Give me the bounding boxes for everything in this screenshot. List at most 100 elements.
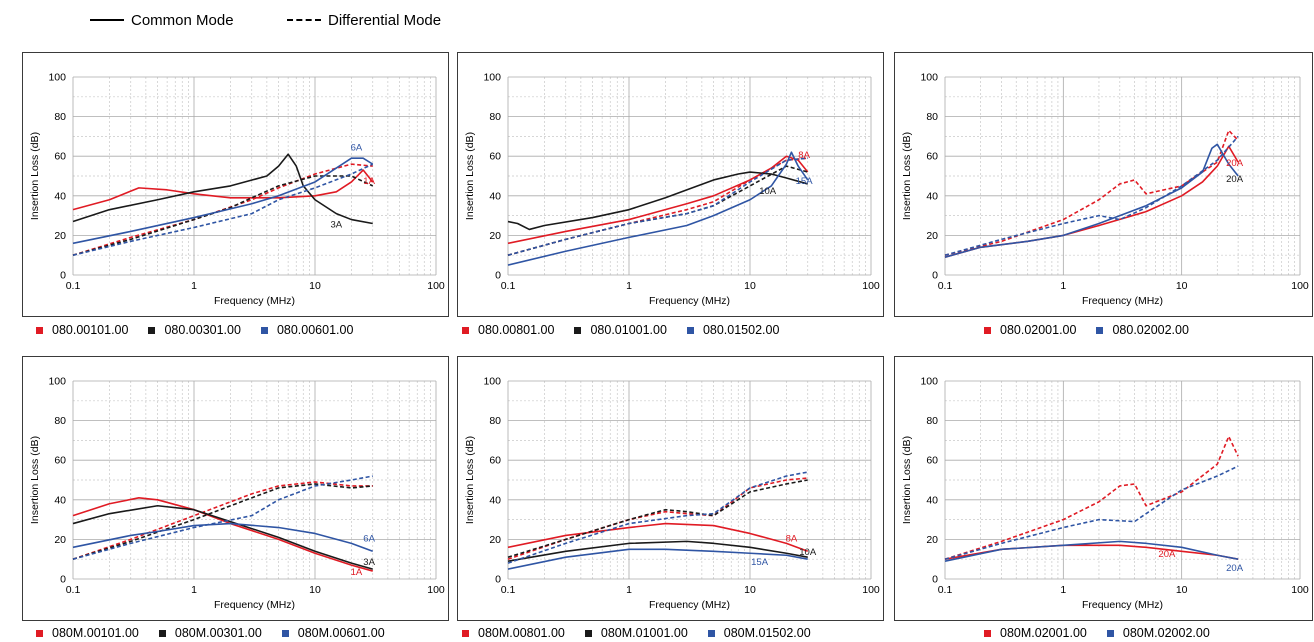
chart-svg: 0.1 1 10 100 0 20 40 60 80 100 Frequency (MHz) Inse… (464, 72, 880, 308)
x-tick-label: 100 (1291, 584, 1309, 596)
legend-label: 080M.01502.00 (723, 626, 811, 640)
legend-swatch-icon (686, 326, 694, 334)
current-rating-label: 15A (751, 557, 769, 568)
y-axis-label: Insertion Loss (dB) (901, 132, 913, 220)
legend-entry: 080.01001.00 (574, 323, 667, 337)
x-axis-label: Frequency (MHz) (649, 599, 730, 611)
x-tick-label: 1 (191, 280, 197, 292)
chart-panel-2: 0.1 1 10 100 0 20 40 60 80 100 Frequency (MHz) Inse… (457, 52, 884, 317)
y-tick-label: 0 (932, 574, 938, 586)
x-tick-label: 100 (862, 584, 880, 596)
current-rating-label: 6A (363, 533, 375, 544)
series-line-common (72, 504, 373, 570)
common-mode-legend-entry: Common Mode (90, 8, 234, 32)
current-rating-label: 8A (786, 533, 798, 544)
legend-label: 080.00301.00 (164, 323, 241, 337)
current-rating-label: 1A (351, 567, 363, 578)
legend-entry: 080M.01502.00 (707, 626, 811, 640)
y-tick-label: 0 (932, 270, 938, 282)
legend-swatch-icon (707, 629, 715, 637)
legend-swatch-icon (260, 326, 268, 334)
series-line-differential (507, 157, 808, 256)
series-line-common (507, 522, 809, 553)
chart-panel-1: 0.1 1 10 100 0 20 40 60 80 100 Frequency (MHz) Inse… (22, 52, 449, 317)
y-axis-label: Insertion Loss (dB) (29, 132, 41, 220)
y-tick-label: 20 (489, 534, 501, 546)
y-axis-label: Insertion Loss (dB) (464, 132, 476, 220)
y-tick-label: 100 (483, 72, 501, 84)
y-tick-label: 80 (489, 111, 501, 123)
legend-entry: 080.00301.00 (148, 323, 241, 337)
series-line-differential (72, 175, 374, 256)
series-line-common (72, 153, 373, 225)
x-tick-label: 0.1 (938, 584, 953, 596)
x-tick-label: 1 (626, 280, 632, 292)
legend-label: 080.01502.00 (702, 323, 780, 337)
x-tick-label: 10 (744, 584, 756, 596)
legend-swatch-icon (36, 629, 43, 637)
y-axis-label: Insertion Loss (dB) (901, 436, 913, 524)
legend-label: 080.00801.00 (478, 323, 555, 337)
series-line-common (507, 171, 808, 231)
series-line-differential (507, 471, 808, 564)
legend-swatch-icon (158, 629, 166, 637)
series-line-common (507, 548, 808, 570)
series-line-differential (507, 165, 808, 256)
grid (507, 76, 872, 276)
series-group (507, 471, 809, 570)
series-line-differential (944, 435, 1239, 560)
current-rating-label: 3A (330, 219, 342, 230)
x-axis-label: Frequency (MHz) (214, 295, 295, 307)
x-tick-label: 10 (1176, 584, 1188, 596)
legend-label: 080.02001.00 (1000, 323, 1077, 337)
x-tick-label: 1 (1060, 280, 1066, 292)
x-tick-label: 10 (309, 280, 321, 292)
x-axis-label: Frequency (MHz) (214, 599, 295, 611)
legend-label: 080M.00801.00 (478, 626, 565, 640)
legend-entry: 080.00801.00 (462, 323, 554, 337)
series-line-differential (944, 465, 1239, 560)
grid (944, 380, 1301, 580)
legend-label: 080M.00601.00 (297, 626, 385, 640)
series-line-differential (507, 479, 808, 558)
legend-swatch-icon (1106, 629, 1114, 637)
common-mode-label: Common Mode (131, 11, 234, 29)
series-line-differential (72, 481, 373, 560)
legend-entry: 080M.02002.00 (1106, 626, 1210, 640)
x-tick-label: 1 (191, 584, 197, 596)
y-tick-label: 60 (489, 455, 501, 467)
y-tick-label: 100 (483, 376, 501, 388)
series-line-differential (944, 129, 1239, 256)
legend-entry: 080M.00101.00 (36, 626, 139, 640)
current-rating-label: 1A (363, 176, 375, 187)
current-rating-label: 20A (1158, 549, 1176, 560)
y-tick-label: 20 (54, 230, 66, 242)
current-rating-label: 20A (1226, 158, 1244, 169)
legend-entry: 080.02001.00 (984, 323, 1076, 337)
differential-mode-label: Differential Mode (328, 11, 442, 29)
chart-svg: 0.1 1 10 100 0 20 40 60 80 100 Frequency (MHz) Inse… (29, 72, 445, 308)
series-line-common (944, 145, 1239, 258)
y-tick-label: 80 (926, 415, 938, 427)
x-tick-label: 0.1 (501, 280, 516, 292)
x-tick-label: 0.1 (66, 584, 81, 596)
series-line-differential (72, 163, 373, 256)
y-tick-label: 80 (54, 415, 66, 427)
y-tick-label: 40 (489, 494, 501, 506)
y-axis-label: Insertion Loss (dB) (29, 436, 41, 524)
legend-entry: 080.01502.00 (686, 323, 780, 337)
legend-entry: 080.00101.00 (36, 323, 128, 337)
chart-svg: 0.1 1 10 100 0 20 40 60 80 100 Frequency (MHz) Inse… (464, 376, 880, 612)
chart-legend: 080.00801.00 080.01001.00 080.01502.00 (462, 321, 799, 339)
chart-svg: 0.1 1 10 100 0 20 40 60 80 100 Frequency (MHz) Inse… (901, 376, 1309, 612)
series-line-differential (72, 483, 373, 560)
y-tick-label: 60 (926, 455, 938, 467)
legend-swatch-icon (584, 629, 592, 637)
y-tick-label: 0 (60, 270, 66, 282)
legend-swatch-icon (984, 629, 991, 637)
legend-label: 080M.02002.00 (1122, 626, 1210, 640)
legend-label: 080.01001.00 (590, 323, 667, 337)
y-tick-label: 40 (54, 494, 66, 506)
chart-panel-5: 0.1 1 10 100 0 20 40 60 80 100 Frequency (MHz) Inse… (457, 356, 884, 621)
chart-svg: 0.1 1 10 100 0 20 40 60 80 100 Frequency (MHz) Inse… (29, 376, 445, 612)
